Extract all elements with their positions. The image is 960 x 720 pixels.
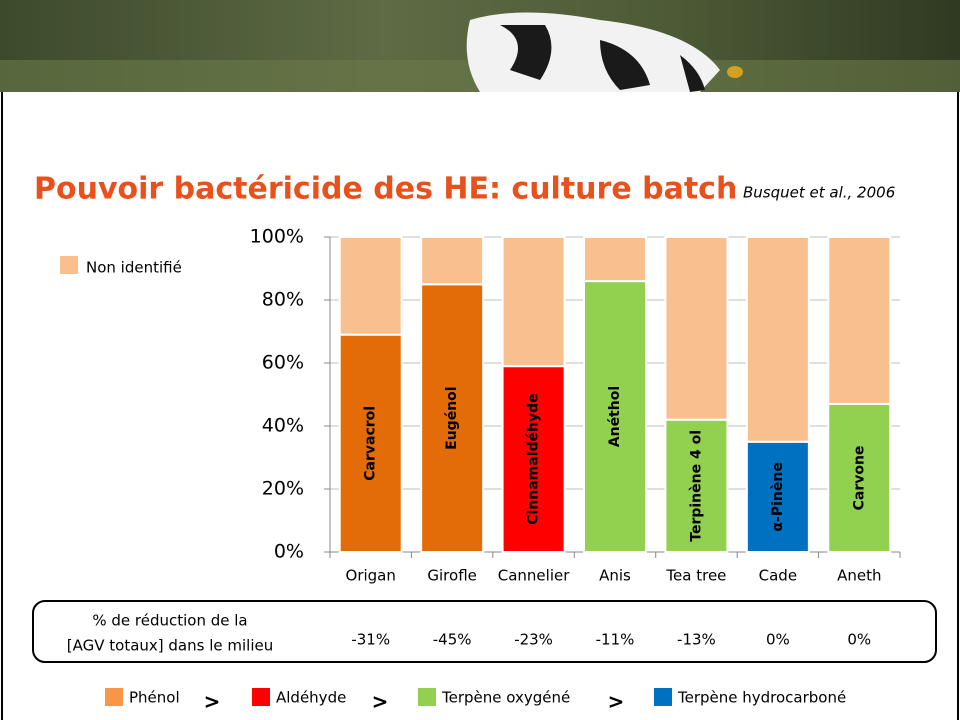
row-value: 0%: [766, 631, 790, 649]
row-value: -11%: [596, 631, 635, 649]
x-tick-label: Tea tree: [665, 567, 726, 585]
class-swatch: [105, 688, 123, 706]
row-value: -31%: [351, 631, 390, 649]
class-separator: >: [608, 690, 625, 714]
row-label: [AGV totaux] dans le milieu: [67, 637, 273, 655]
row-label: % de réduction de la: [92, 612, 247, 630]
y-tick-label: 0%: [274, 541, 304, 563]
row-value: 0%: [847, 631, 871, 649]
y-tick-label: 60%: [262, 352, 304, 374]
legend-swatch: [60, 256, 78, 274]
bar-label: Carvone: [851, 446, 867, 511]
bar-label: Terpinène 4 ol: [688, 430, 704, 542]
x-tick-label: Cannelier: [498, 567, 570, 585]
bar-label: α-Pinène: [770, 462, 786, 531]
row-value: -45%: [433, 631, 472, 649]
bar-label: Eugénol: [444, 386, 460, 449]
bar-label: Anéthol: [607, 386, 623, 447]
y-tick-label: 20%: [262, 478, 304, 500]
x-tick-label: Cade: [759, 567, 797, 585]
x-tick-label: Girofle: [427, 567, 476, 585]
table-box: [32, 600, 937, 663]
x-tick-label: Aneth: [837, 567, 881, 585]
bar-segment: [501, 365, 566, 553]
bar-label: Carvacrol: [363, 406, 379, 481]
y-tick-label: 80%: [262, 289, 304, 311]
class-swatch: [654, 688, 672, 706]
y-tick-label: 40%: [262, 415, 304, 437]
row-value: -23%: [514, 631, 553, 649]
bar-segment: [420, 236, 485, 286]
chart-title: Pouvoir bactéricide des HE: culture batc…: [34, 172, 737, 207]
row-value: -13%: [677, 631, 716, 649]
class-separator: >: [372, 690, 389, 714]
class-label: Phénol: [129, 689, 180, 707]
citation: Busquet et al., 2006: [743, 184, 895, 202]
class-label: Terpène oxygéné: [441, 689, 570, 707]
bar-segment: [827, 236, 892, 405]
bar-segment: [338, 333, 403, 553]
class-separator: >: [204, 690, 221, 714]
class-swatch: [418, 688, 436, 706]
bar-segment: [501, 236, 566, 368]
x-tick-label: Origan: [346, 567, 396, 585]
bar-segment: [664, 418, 729, 554]
class-label: Aldéhyde: [276, 689, 346, 707]
legend-label: Non identifié: [86, 259, 182, 277]
bar-segment: [745, 440, 810, 553]
bar-segment: [583, 280, 647, 553]
bar-label: Cinnamaldéhyde: [526, 393, 542, 524]
class-swatch: [252, 688, 270, 706]
bar-segment: [745, 236, 810, 443]
y-tick-label: 100%: [250, 226, 304, 248]
x-tick-label: Anis: [599, 567, 631, 585]
header-photo: [0, 0, 960, 92]
class-label: Terpène hydrocarboné: [677, 689, 846, 707]
bar-segment: [338, 236, 403, 336]
bar-segment: [583, 236, 647, 283]
bar-segment: [664, 236, 729, 421]
bar-segment: [420, 283, 485, 553]
